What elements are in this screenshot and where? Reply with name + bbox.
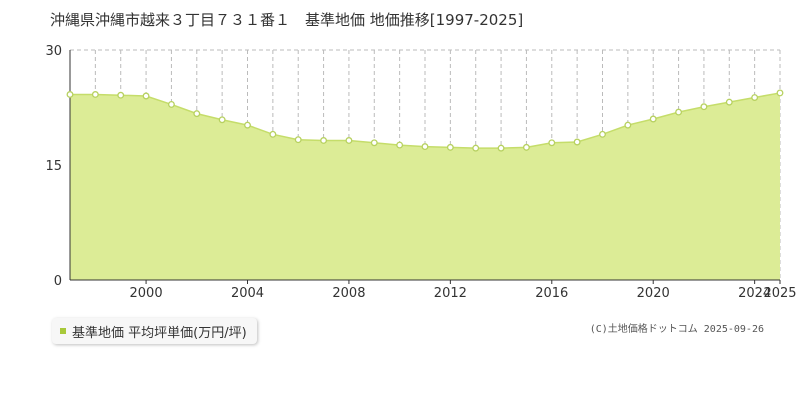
data-point <box>193 110 201 118</box>
x-tick-label: 2016 <box>535 286 568 301</box>
data-point <box>522 143 530 151</box>
y-tick-label: 15 <box>45 159 62 174</box>
copyright: (C)土地価格ドットコム 2025-09-26 <box>589 324 764 335</box>
data-point <box>675 108 683 116</box>
chart-title: 沖縄県沖縄市越来３丁目７３１番１ 基準地価 地価推移[1997-2025] <box>50 11 524 29</box>
legend-swatch <box>60 328 66 334</box>
x-tick-label: 2004 <box>231 286 264 301</box>
data-point <box>218 116 226 124</box>
data-point <box>142 92 150 100</box>
data-point <box>370 139 378 147</box>
data-point <box>345 137 353 144</box>
series-area <box>70 92 780 280</box>
x-tick-label: 2000 <box>130 286 163 301</box>
x-tick-label: 2008 <box>332 286 365 301</box>
data-point <box>624 121 632 129</box>
legend-label: 基準地価 平均坪単価(万円/坪) <box>72 325 247 341</box>
data-point <box>446 143 454 151</box>
x-tick-label: 2024 <box>738 286 771 301</box>
data-point <box>573 138 581 146</box>
data-point <box>751 94 759 101</box>
data-point <box>548 139 556 147</box>
data-point <box>91 91 99 98</box>
data-point <box>649 115 657 123</box>
x-tick-label: 2025 <box>763 286 796 301</box>
data-point <box>497 144 505 152</box>
data-point <box>294 136 302 144</box>
data-point <box>700 103 708 111</box>
data-point <box>472 144 480 152</box>
y-tick-label: 30 <box>45 44 62 59</box>
data-point <box>599 130 606 138</box>
y-tick-label: 0 <box>54 274 62 289</box>
x-tick-label: 2012 <box>434 286 467 301</box>
legend: 基準地価 平均坪単価(万円/坪) <box>52 318 257 344</box>
data-point <box>320 137 328 144</box>
x-tick-label: 2020 <box>637 286 670 301</box>
data-point <box>244 121 251 129</box>
data-point <box>269 130 277 138</box>
data-point <box>167 100 175 108</box>
data-point <box>66 91 74 98</box>
data-point <box>117 91 125 99</box>
data-point <box>725 98 733 106</box>
data-point <box>776 89 784 97</box>
data-point <box>421 143 429 151</box>
data-point <box>396 141 404 149</box>
